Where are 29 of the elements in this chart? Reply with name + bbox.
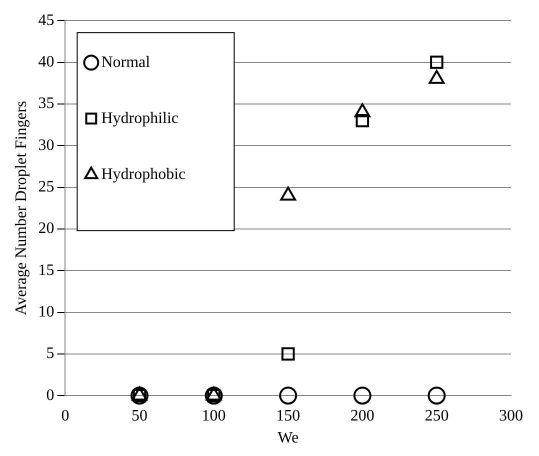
x-tick-label: 250 [424,407,449,424]
x-tick-label: 50 [132,407,148,424]
point [428,386,446,405]
point [281,347,295,361]
y-tick-label: 30 [38,136,54,154]
x-tick-label: 150 [276,407,300,424]
point [354,103,370,118]
y-tick-label: 10 [38,303,54,320]
legend-label: Hydrophobic [101,166,186,183]
point [279,386,298,405]
x-tick-label: 300 [499,407,523,424]
point [428,70,445,84]
y-tick-label: 40 [38,53,54,70]
y-tick-label: 5 [46,345,54,362]
point [280,186,296,201]
x-tick-label: 200 [350,407,374,424]
legend-label: Normal [101,54,151,71]
legend-label: Hydrophilic [101,110,179,127]
y-tick-label: 45 [38,12,54,29]
x-tick-label: 100 [202,407,226,424]
x-axis-title: We [278,430,299,447]
y-tick-label: 15 [38,262,54,279]
y-tick-label: 0 [46,386,54,404]
x-tick-label: 0 [61,407,70,424]
y-tick-label: 20 [38,220,54,238]
y-axis-title: Average Number Droplet Fingers [12,100,30,316]
y-tick-label: 25 [38,178,54,196]
y-tick-label: 35 [38,95,54,112]
point [353,386,372,405]
